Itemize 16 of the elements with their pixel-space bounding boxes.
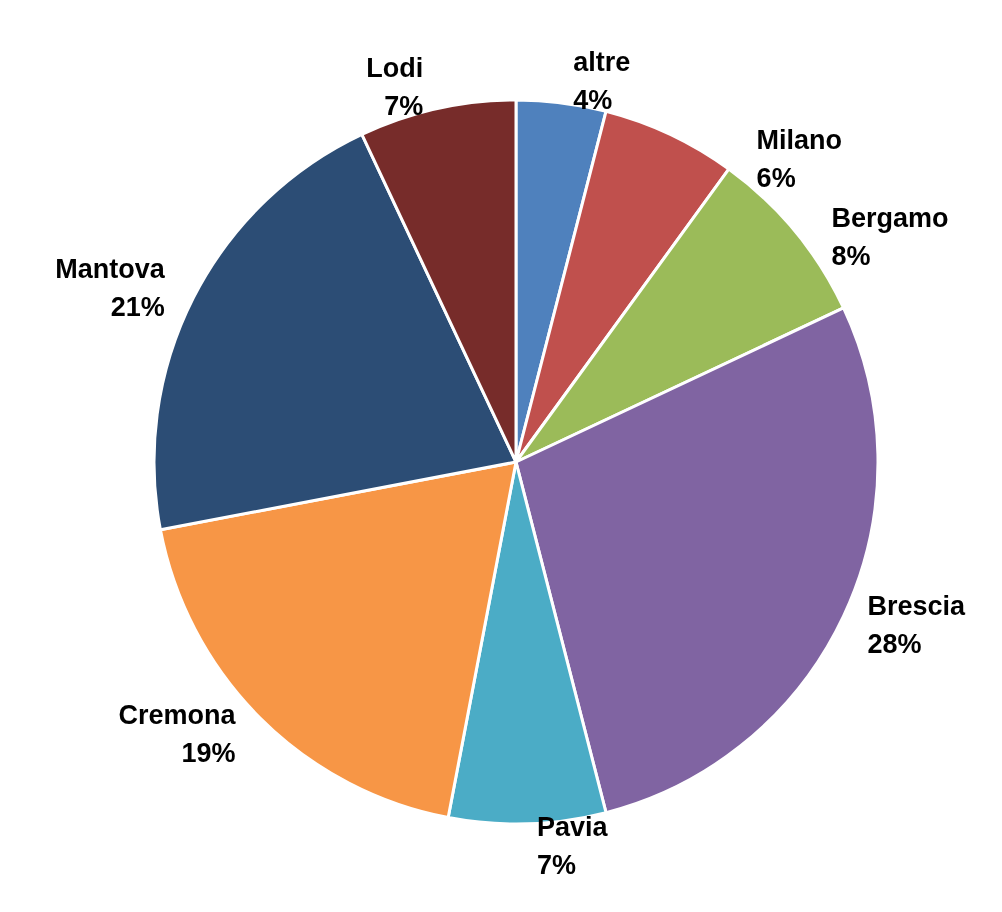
data-label: 7% [384, 91, 424, 122]
slice-label: Lodi [366, 53, 424, 84]
slice-label: Bergamo [831, 203, 949, 234]
slice-label: altre [573, 47, 631, 78]
data-label: 21% [110, 291, 165, 322]
data-label: 6% [756, 163, 796, 194]
slice-label: Cremona [118, 699, 237, 730]
data-label: 28% [867, 629, 922, 660]
slice-label: Pavia [537, 811, 609, 842]
data-label: 19% [181, 737, 236, 768]
slice-label: Milano [756, 125, 843, 156]
slice-label: Brescia [867, 591, 967, 622]
data-label: 7% [537, 849, 577, 880]
slice-label: Mantova [55, 253, 166, 284]
data-label: 8% [831, 241, 871, 272]
data-label: 4% [573, 85, 613, 116]
